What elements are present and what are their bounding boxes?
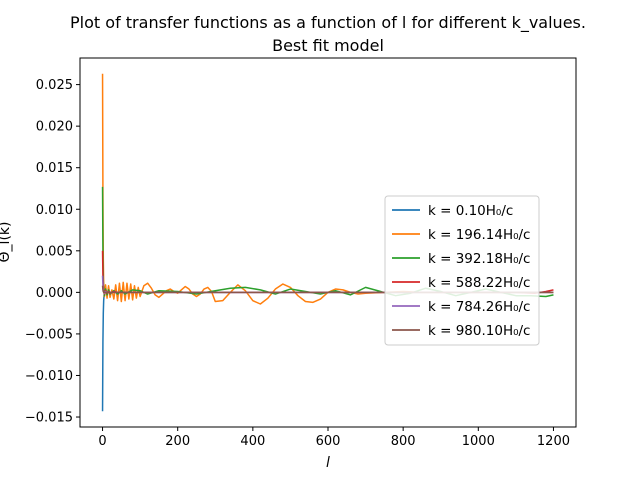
x-tick-label: 200 bbox=[165, 434, 190, 449]
legend-label-0: k = 0.10H₀/c bbox=[428, 203, 513, 219]
series-line-1 bbox=[101, 73, 554, 305]
y-tick-label: −0.010 bbox=[25, 369, 73, 384]
y-tick-label: 0.010 bbox=[36, 203, 73, 218]
chart-title: Plot of transfer functions as a function… bbox=[70, 13, 586, 33]
y-tick-label: −0.005 bbox=[25, 327, 73, 342]
chart-subtitle: Best fit model bbox=[272, 36, 384, 55]
x-tick-label: 800 bbox=[391, 434, 416, 449]
y-tick-label: 0.025 bbox=[36, 78, 73, 93]
legend-label-1: k = 196.14H₀/c bbox=[428, 227, 530, 243]
legend-box bbox=[384, 195, 540, 346]
x-tick-label: 1000 bbox=[462, 434, 495, 449]
legend-label-3: k = 588.22H₀/c bbox=[428, 275, 530, 291]
y-axis-label: Θ_l(k) bbox=[0, 222, 13, 263]
legend: k = 0.10H₀/c k = 196.14H₀/c k = 392.18H₀/c… bbox=[384, 195, 540, 346]
y-tick-label: 0.020 bbox=[36, 120, 73, 135]
legend-label-5: k = 980.10H₀/c bbox=[428, 323, 530, 339]
series-line-5 bbox=[101, 285, 554, 294]
series-layer bbox=[101, 73, 554, 412]
title-group: Plot of transfer functions as a function… bbox=[70, 13, 586, 55]
x-tick-label: 1200 bbox=[537, 434, 570, 449]
legend-label-4: k = 784.26H₀/c bbox=[428, 299, 530, 315]
x-tick-label: 600 bbox=[316, 434, 341, 449]
x-tick-label: 400 bbox=[240, 434, 265, 449]
legend-label-2: k = 392.18H₀/c bbox=[428, 251, 530, 267]
x-axis-label: l bbox=[326, 455, 330, 471]
y-tick-label: 0.015 bbox=[36, 161, 73, 176]
y-tick-label: 0.000 bbox=[36, 286, 73, 301]
x-axis-ticks: 0 200 400 600 800 1000 1200 bbox=[98, 427, 570, 449]
x-tick-label: 0 bbox=[98, 434, 106, 449]
y-axis-ticks: −0.015 −0.010 −0.005 0.000 0.005 0.010 0.015 0.… bbox=[25, 78, 80, 426]
y-tick-label: −0.015 bbox=[25, 411, 73, 426]
y-tick-label: 0.005 bbox=[36, 244, 73, 259]
